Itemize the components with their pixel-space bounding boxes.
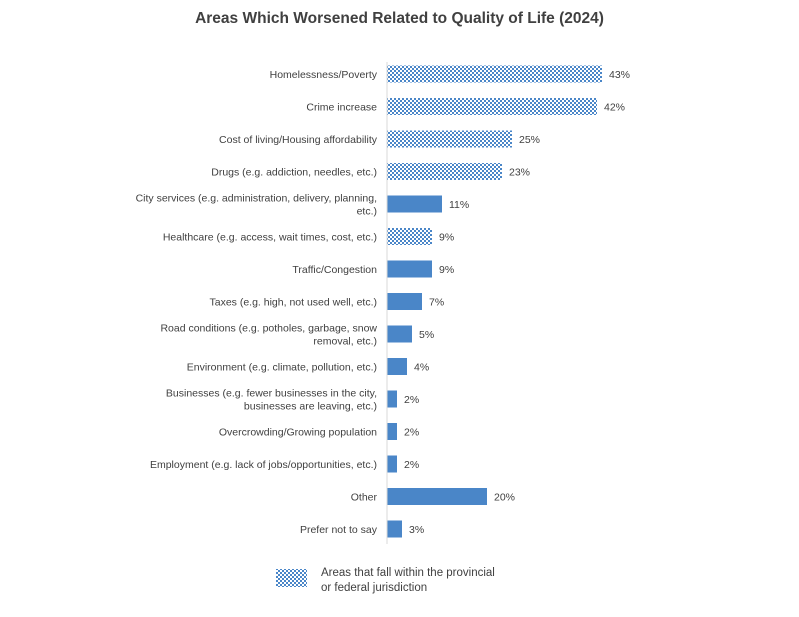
bars-group: 43% Homelessness/Poverty 42% Crime increase…	[136, 65, 630, 538]
category-label-6: Traffic/Congestion	[292, 264, 377, 276]
category-label-9: Environment (e.g. climate, pollution, et…	[187, 362, 377, 374]
category-label-0: Homelessness/Poverty	[270, 69, 378, 81]
category-label-4: City services (e.g. administration, deli…	[136, 193, 377, 218]
chart-title: Areas Which Worsened Related to Quality …	[195, 10, 604, 27]
category-label-12: Employment (e.g. lack of jobs/opportunit…	[150, 459, 377, 471]
value-label-0: 43%	[609, 69, 630, 81]
legend: Areas that fall within the provincial or …	[276, 567, 495, 594]
bar-4	[387, 195, 442, 213]
category-label-10: Businesses (e.g. fewer businesses in the…	[166, 388, 377, 413]
category-label-11: Overcrowding/Growing population	[219, 427, 377, 439]
category-label-8: Road conditions (e.g. potholes, garbage,…	[160, 323, 377, 348]
legend-swatch	[276, 569, 307, 587]
value-label-10: 2%	[404, 394, 419, 406]
category-label-13: Other	[351, 492, 378, 504]
bar-12	[387, 455, 397, 473]
category-label-5: Healthcare (e.g. access, wait times, cos…	[163, 232, 377, 244]
value-label-5: 9%	[439, 232, 454, 244]
bar-7	[387, 293, 422, 310]
bar-10	[387, 390, 397, 408]
bar-14	[387, 520, 402, 538]
value-label-7: 7%	[429, 297, 444, 309]
value-label-1: 42%	[604, 102, 625, 114]
category-label-2: Cost of living/Housing affordability	[219, 134, 378, 146]
bar-2	[387, 130, 512, 148]
category-label-1: Crime increase	[306, 102, 377, 114]
value-label-11: 2%	[404, 427, 419, 439]
value-label-6: 9%	[439, 264, 454, 276]
legend-label-0: Areas that fall within the provincial or …	[321, 567, 495, 594]
bar-8	[387, 325, 412, 343]
value-label-14: 3%	[409, 524, 424, 536]
value-label-12: 2%	[404, 459, 419, 471]
value-label-3: 23%	[509, 167, 530, 179]
bar-11	[387, 423, 397, 440]
value-label-8: 5%	[419, 329, 434, 341]
value-label-2: 25%	[519, 134, 540, 146]
value-label-4: 11%	[449, 199, 469, 211]
bar-9	[387, 358, 407, 375]
bar-0	[387, 65, 602, 83]
bar-6	[387, 260, 432, 278]
bar-1	[387, 98, 597, 115]
value-label-13: 20%	[494, 492, 515, 504]
category-label-7: Taxes (e.g. high, not used well, etc.)	[209, 297, 377, 309]
category-label-3: Drugs (e.g. addiction, needles, etc.)	[211, 167, 377, 179]
bar-13	[387, 488, 487, 505]
bar-5	[387, 228, 432, 245]
category-label-14: Prefer not to say	[300, 524, 378, 536]
bar-3	[387, 163, 502, 180]
value-label-9: 4%	[414, 362, 429, 374]
